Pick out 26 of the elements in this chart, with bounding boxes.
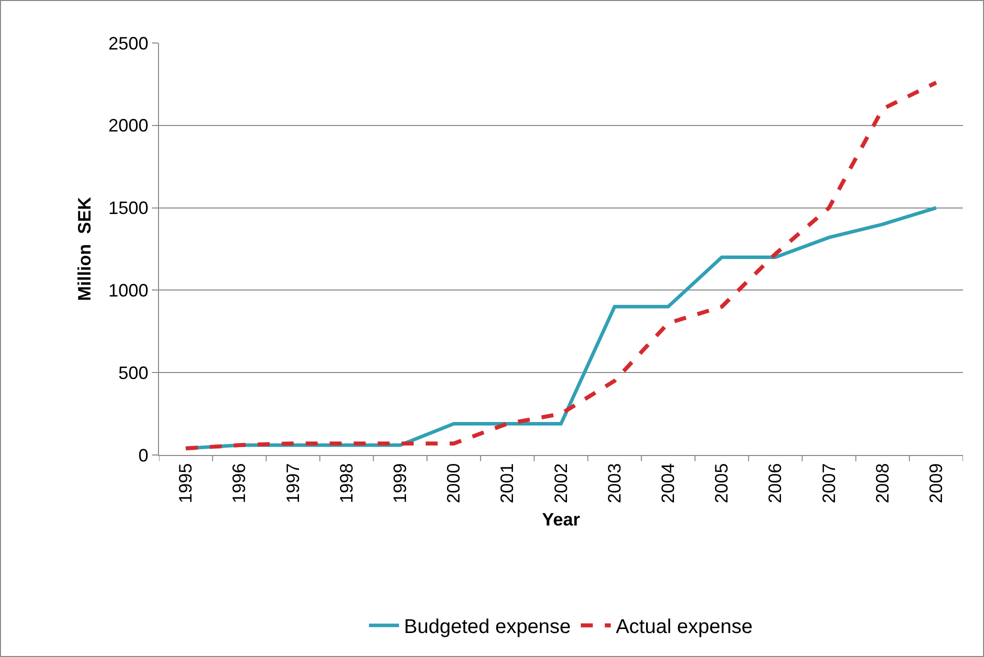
legend-label: Budgeted expense [404, 616, 571, 638]
x-tick-label: 2004 [658, 463, 678, 504]
y-tick-label: 1000 [108, 280, 148, 300]
x-tick-label: 1999 [390, 463, 410, 504]
legend-label: Actual expense [616, 616, 753, 638]
y-tick-label: 2000 [108, 116, 148, 136]
x-tick-label: 2005 [712, 463, 732, 504]
x-tick-label: 1995 [176, 463, 196, 504]
x-tick-label: 2002 [550, 463, 571, 504]
x-tick-label: 2008 [872, 463, 892, 504]
y-axis-title: Million SEK [74, 196, 95, 302]
x-tick-label: 2006 [765, 463, 786, 504]
x-tick-label: 2007 [818, 463, 839, 504]
x-tick-label: 1996 [229, 463, 250, 504]
x-tick-label: 1998 [336, 463, 356, 504]
y-tick-label: 2500 [108, 33, 148, 54]
x-tick-label: 2009 [926, 463, 946, 504]
x-tick-label: 2003 [604, 463, 624, 504]
y-tick-label: 500 [118, 362, 148, 383]
x-axis-title: Year [542, 509, 580, 530]
line-series [184, 80, 938, 450]
y-tick-label: 1500 [108, 198, 148, 218]
x-tick-label: 2001 [497, 463, 518, 504]
x-tick-label: 1997 [282, 463, 303, 504]
y-tick-label: 0 [138, 445, 148, 466]
x-tick-label: 2000 [444, 463, 464, 504]
